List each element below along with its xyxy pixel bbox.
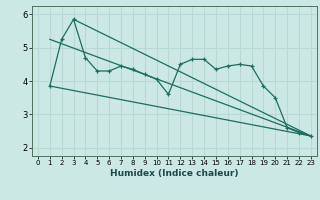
X-axis label: Humidex (Indice chaleur): Humidex (Indice chaleur) — [110, 169, 239, 178]
